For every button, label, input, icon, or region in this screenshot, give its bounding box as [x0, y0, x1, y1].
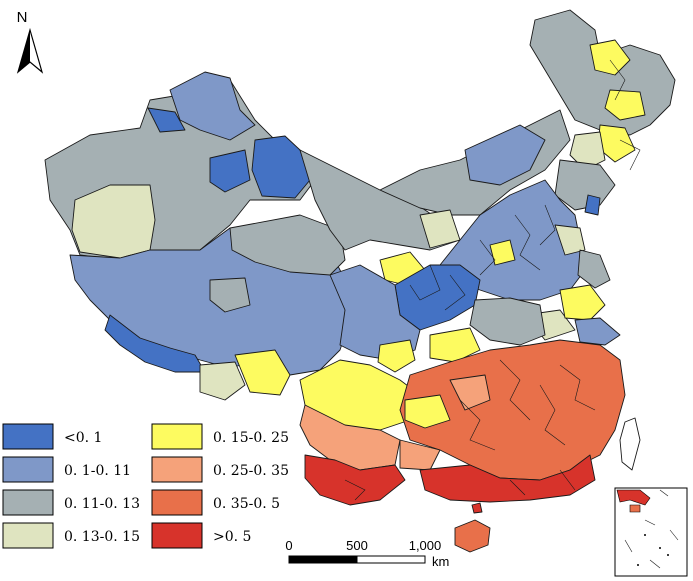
- region-xinjiang-dark1: [209, 149, 251, 193]
- scale-tick-0: 0: [285, 538, 292, 553]
- legend-item-2: 0. 1-0. 11: [2, 456, 131, 483]
- scale-unit: km: [432, 554, 449, 569]
- legend-label-3: 0. 11-0. 13: [64, 496, 140, 512]
- region-hainan: [454, 519, 491, 553]
- legend-item-1: <0. 1: [2, 423, 102, 450]
- scale-tick-1000: 1,000: [409, 538, 442, 553]
- region-tibet-grey: [209, 277, 251, 313]
- region-sichuan: [329, 264, 421, 361]
- region-ne-yellow1: [589, 39, 631, 76]
- region-tibet-south: [104, 314, 206, 373]
- north-label: N: [17, 9, 28, 26]
- region-small-island: [471, 502, 483, 514]
- north-arrow: N: [17, 9, 44, 74]
- region-central-yellow: [429, 327, 481, 363]
- region-east-yellow: [559, 284, 606, 321]
- region-east-blue: [574, 317, 621, 346]
- region-south-red1: [304, 454, 406, 506]
- region-south-red2: [419, 454, 596, 503]
- region-tibet-yellow: [234, 349, 291, 396]
- legend-label-1: <0. 1: [64, 430, 102, 446]
- legend-label-5: 0. 15-0. 25: [213, 430, 289, 446]
- legend-label-7: 0. 35-0. 5: [213, 496, 280, 512]
- region-sichuan-yellow: [377, 339, 416, 373]
- region-xinjiang-dark3: [147, 107, 186, 133]
- region-liaoning: [554, 159, 616, 211]
- region-south-yellow: [404, 394, 451, 429]
- region-east-grey: [577, 249, 611, 289]
- south-china-sea-inset: [614, 487, 688, 577]
- region-taiwan: [619, 417, 641, 471]
- legend-label-2: 0. 1-0. 11: [64, 463, 131, 479]
- region-tibet-se: [199, 361, 246, 401]
- legend-item-5: 0. 15-0. 25: [151, 423, 289, 450]
- region-nc-yellow2: [489, 239, 516, 266]
- region-xinjiang-dark2: [251, 135, 311, 199]
- legend-label-8: >0. 5: [213, 529, 251, 545]
- legend-label-6: 0. 25-0. 35: [213, 463, 289, 479]
- legend-item-7: 0. 35-0. 5: [151, 489, 280, 516]
- region-im-blue: [464, 124, 546, 186]
- legend-item-4: 0. 13-0. 15: [2, 522, 140, 549]
- china-map: [44, 9, 676, 553]
- legend: <0. 1 0. 1-0. 11 0. 11-0. 13 0. 13-0. 15…: [2, 423, 289, 549]
- legend-label-4: 0. 13-0. 15: [64, 529, 140, 545]
- legend-item-8: >0. 5: [151, 522, 251, 549]
- legend-item-6: 0. 25-0. 35: [151, 456, 289, 483]
- region-ne-yellow2: [604, 89, 646, 121]
- region-central-grey: [469, 297, 546, 346]
- legend-item-3: 0. 11-0. 13: [2, 489, 140, 516]
- county-lines: [344, 59, 641, 501]
- region-xinjiang-sw: [71, 184, 156, 259]
- region-nc-light: [554, 224, 586, 256]
- region-ne-blue: [584, 194, 601, 216]
- region-xinjiang-north: [169, 71, 256, 141]
- scale-tick-500: 500: [346, 538, 368, 553]
- scale-bar: 0 500 1,000 km: [285, 538, 449, 569]
